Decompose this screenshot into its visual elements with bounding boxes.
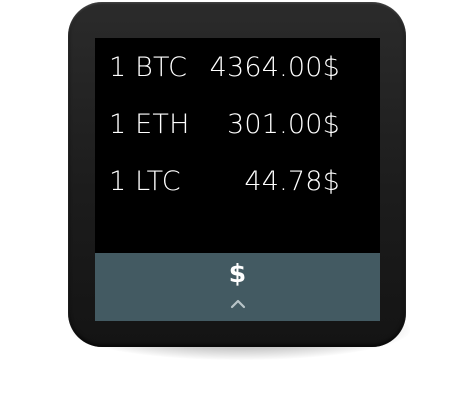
coin-label: 1 LTC: [109, 166, 181, 197]
currency-selector[interactable]: $: [95, 253, 380, 321]
coin-price: 301.00$: [226, 109, 340, 140]
coin-price: 4364.00$: [209, 52, 340, 83]
watch-screen: 1 BTC 4364.00$ 1 ETH 301.00$ 1 LTC 44.78…: [95, 38, 380, 321]
coin-price: 44.78$: [244, 166, 340, 197]
currency-symbol: $: [228, 259, 247, 288]
rates-list[interactable]: 1 BTC 4364.00$ 1 ETH 301.00$ 1 LTC 44.78…: [95, 38, 380, 253]
coin-label: 1 BTC: [109, 52, 188, 83]
rate-row-btc[interactable]: 1 BTC 4364.00$: [95, 48, 380, 88]
chevron-up-icon[interactable]: [230, 297, 246, 309]
rate-row-ltc[interactable]: 1 LTC 44.78$: [95, 162, 380, 202]
coin-label: 1 ETH: [109, 109, 190, 140]
rate-row-eth[interactable]: 1 ETH 301.00$: [95, 105, 380, 145]
